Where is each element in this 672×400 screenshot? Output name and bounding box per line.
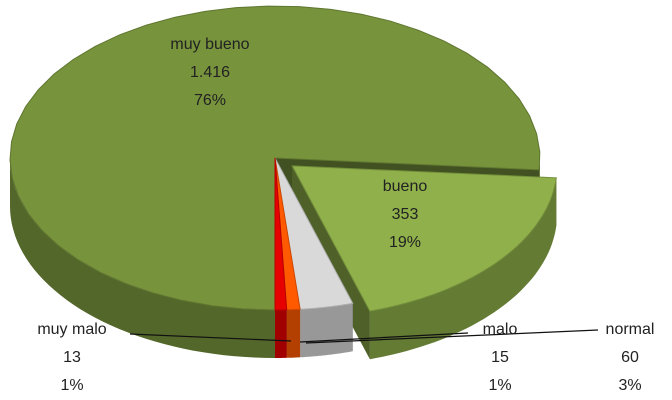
value-label: 60 [621,349,639,366]
slice-label: normal [606,321,655,338]
percent-label: 3% [618,377,641,394]
leader-line [129,333,292,342]
slice-label: muy malo [37,321,106,338]
percent-label: 76% [194,92,226,109]
percent-label: 19% [389,234,421,251]
slice-wall [10,158,275,358]
value-label: 15 [491,349,509,366]
slice [274,157,354,310]
slice-wall [286,309,301,358]
slice-wall [369,177,557,360]
slice [274,157,301,311]
slice-label: muy bueno [170,36,249,53]
percent-label: 1% [60,377,83,394]
percent-label: 1% [488,377,511,394]
leader-line [305,329,599,344]
leader-line [299,332,469,343]
slice [291,165,557,312]
slice-label: bueno [383,178,428,195]
slice [274,157,288,311]
value-label: 1.416 [190,64,230,81]
slice-wall [300,303,353,358]
slice-label: malo [483,321,518,338]
value-label: 13 [63,349,81,366]
value-label: 353 [392,206,419,223]
slice-wall [275,309,287,358]
